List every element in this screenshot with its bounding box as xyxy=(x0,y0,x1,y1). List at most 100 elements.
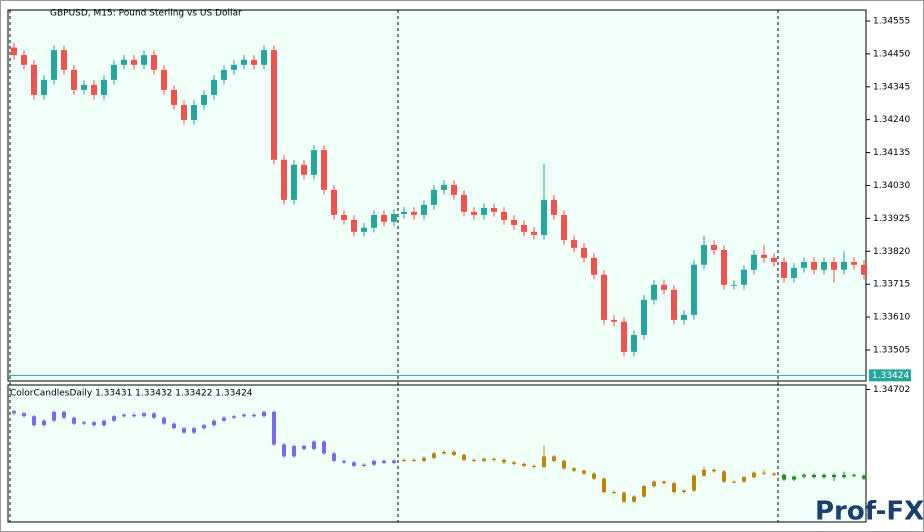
candle-body xyxy=(161,69,167,90)
y-tick-label: 1.34450 xyxy=(873,49,910,59)
candle-body xyxy=(711,245,717,251)
indicator-body xyxy=(282,444,286,457)
y-tick-label: 1.33925 xyxy=(873,214,910,224)
candle-body xyxy=(531,231,537,235)
candle-body xyxy=(721,250,727,285)
indicator-body xyxy=(602,478,606,493)
indicator-body xyxy=(72,417,76,424)
candle-body xyxy=(81,84,87,90)
y-tick-label: 1.34135 xyxy=(873,148,910,158)
candle-body xyxy=(471,211,477,215)
candle-body xyxy=(741,269,747,285)
candle-body xyxy=(791,267,797,278)
indicator-body xyxy=(462,454,466,460)
candle-body xyxy=(701,245,707,265)
y-tick-label: 1.33505 xyxy=(873,345,910,355)
indicator-body xyxy=(392,460,396,463)
indicator-body xyxy=(172,423,176,429)
candle-body xyxy=(321,150,327,190)
indicator-body xyxy=(122,414,126,417)
candle-body xyxy=(351,219,357,232)
candle-body xyxy=(111,64,117,80)
candle-body xyxy=(671,289,677,320)
candle-body xyxy=(181,104,187,120)
indicator-body xyxy=(102,420,106,426)
candle-body xyxy=(641,299,647,335)
indicator-body xyxy=(742,477,746,482)
indicator-body xyxy=(32,416,36,426)
candle-body xyxy=(31,64,37,95)
candle-body xyxy=(771,257,777,262)
indicator-body xyxy=(762,472,766,474)
y-tick-label: 1.34702 xyxy=(873,385,910,395)
indicator-body xyxy=(12,411,16,414)
indicator-body xyxy=(202,425,206,429)
indicator-body xyxy=(472,459,476,461)
y-tick-label: 1.34555 xyxy=(873,16,910,26)
indicator-body xyxy=(402,459,406,461)
indicator-body xyxy=(532,465,536,467)
candle-body xyxy=(681,314,687,320)
indicator-body xyxy=(372,460,376,465)
indicator-body xyxy=(802,474,806,477)
candle-body xyxy=(211,79,217,95)
indicator-body xyxy=(232,416,236,418)
candle-body xyxy=(251,59,257,65)
candle-body xyxy=(751,254,757,270)
indicator-body xyxy=(512,462,516,464)
y-tick-label: 1.34345 xyxy=(873,82,910,92)
candle-body xyxy=(781,261,787,278)
candle-body xyxy=(691,264,697,315)
candle-body xyxy=(381,214,387,222)
y-tick-label: 1.34030 xyxy=(873,181,910,191)
candle-body xyxy=(551,199,557,215)
indicator-body xyxy=(322,441,326,454)
y-tick-label: 1.33820 xyxy=(873,247,910,257)
indicator-body xyxy=(382,460,386,463)
candle-body xyxy=(201,94,207,105)
candle-body xyxy=(301,164,307,175)
indicator-body xyxy=(252,414,256,417)
candle-body xyxy=(141,55,147,65)
indicator-body xyxy=(432,453,436,458)
indicator-body xyxy=(22,413,26,417)
indicator-body xyxy=(842,474,846,478)
indicator-body xyxy=(852,474,856,476)
indicator-body xyxy=(222,417,226,421)
candle-body xyxy=(441,184,447,190)
candle-body xyxy=(541,199,547,235)
candle-body xyxy=(511,219,517,225)
indicator-body xyxy=(362,464,366,466)
candle-body xyxy=(561,214,567,240)
indicator-body xyxy=(722,471,726,482)
current-price-box xyxy=(869,369,911,382)
indicator-body xyxy=(62,411,66,418)
candle-body xyxy=(21,55,27,65)
candle-body xyxy=(631,334,637,352)
indicator-body xyxy=(262,411,266,417)
candle-body xyxy=(411,211,417,215)
candle-body xyxy=(801,261,807,268)
indicator-body xyxy=(162,417,166,424)
candle-body xyxy=(421,204,427,215)
candle-body xyxy=(611,319,617,322)
candle-body xyxy=(101,79,107,95)
indicator-body xyxy=(312,441,316,449)
indicator-body xyxy=(52,411,56,421)
candle-body xyxy=(851,261,857,265)
indicator-body xyxy=(752,472,756,478)
candle-body xyxy=(91,84,97,95)
candle-body xyxy=(131,59,137,65)
indicator-body xyxy=(772,473,776,475)
indicator-body xyxy=(352,462,356,466)
indicator-body xyxy=(682,490,686,493)
current-price-label: 1.33424 xyxy=(872,371,909,381)
indicator-body xyxy=(792,476,796,480)
indicator-body xyxy=(782,474,786,480)
candle-body xyxy=(451,184,457,195)
indicator-body xyxy=(562,460,566,469)
indicator-body xyxy=(112,416,116,421)
indicator-body xyxy=(42,420,46,426)
candle-body xyxy=(51,50,57,80)
candle-body xyxy=(11,47,17,56)
